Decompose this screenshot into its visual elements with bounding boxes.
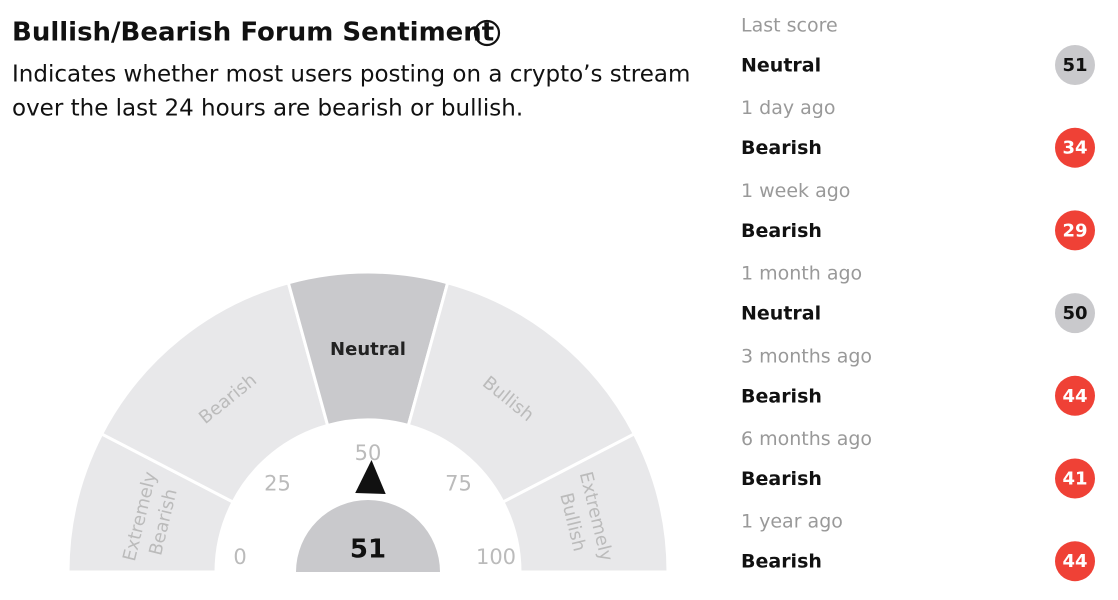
period-label: 1 day ago — [741, 97, 835, 119]
sentiment-label: Bearish — [741, 551, 822, 573]
gauge-segment — [500, 431, 670, 574]
subtitle: over the last 24 hours are bearish or bu… — [12, 96, 523, 122]
gauge-segment — [406, 280, 637, 505]
sentiment-label: Bearish — [741, 137, 822, 159]
score-badge — [1055, 375, 1095, 416]
gauge-tick-label: 0 — [233, 545, 246, 569]
period-label: 1 week ago — [741, 180, 850, 202]
period-label: 1 year ago — [741, 511, 843, 533]
period-label: 6 months ago — [741, 428, 872, 450]
sentiment-label: Neutral — [741, 303, 821, 325]
score-value: 29 — [1062, 220, 1087, 241]
gauge-tick-label: 50 — [355, 441, 382, 465]
segment-label: Neutral — [330, 339, 406, 360]
score-value: 44 — [1062, 551, 1087, 572]
value-dial — [296, 500, 440, 572]
score-value: 41 — [1062, 469, 1087, 490]
gauge-segment — [99, 280, 330, 505]
gauge-value: 51 — [350, 535, 386, 565]
score-value: 51 — [1062, 55, 1087, 76]
period-label: Last score — [741, 15, 838, 37]
title: Bullish/Bearish Forum Sentiment — [12, 18, 494, 48]
sentiment-label: Bearish — [741, 385, 822, 407]
score-badge — [1055, 541, 1095, 582]
gauge: ExtremelyBearishBearishNeutralBullishExt… — [66, 270, 670, 574]
score-badge — [1055, 293, 1095, 334]
sentiment-label: Bearish — [741, 468, 822, 490]
score-value: 50 — [1062, 303, 1087, 324]
score-badge — [1055, 458, 1095, 499]
gauge-tick-label: 75 — [445, 471, 472, 495]
score-value: 44 — [1062, 386, 1087, 407]
subtitle: Indicates whether most users posting on … — [12, 62, 690, 88]
period-label: 3 months ago — [741, 345, 872, 367]
score-value: 34 — [1062, 138, 1087, 159]
sentiment-label: Bearish — [741, 220, 822, 242]
sentiment-label: Neutral — [741, 55, 821, 77]
score-badge — [1055, 210, 1095, 251]
score-badge — [1055, 45, 1095, 85]
period-label: 1 month ago — [741, 263, 862, 285]
score-badge — [1055, 127, 1095, 168]
gauge-tick-label: 100 — [476, 545, 516, 569]
info-icon[interactable] — [473, 19, 501, 47]
history-list: Last score Neutral 51 1 day ago Bearish 34 1 w… — [741, 15, 1095, 582]
gauge-tick-label: 25 — [264, 471, 291, 495]
needle — [355, 460, 386, 494]
